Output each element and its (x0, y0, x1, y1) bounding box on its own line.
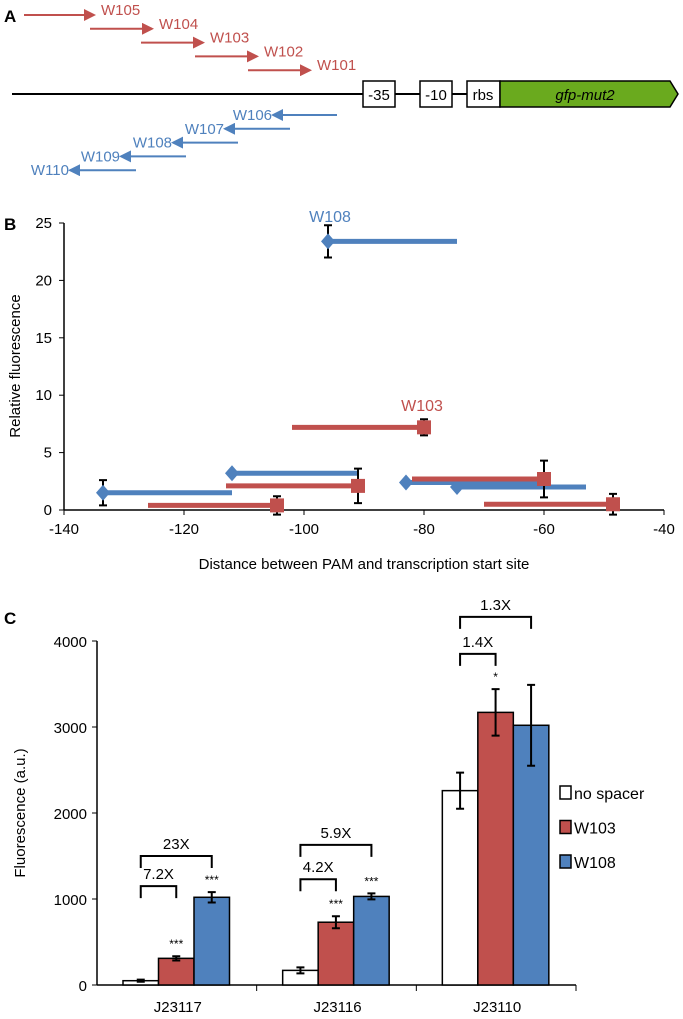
forward-guide-label: W104 (159, 16, 198, 33)
legend-swatch (559, 819, 572, 835)
annotation-w108: W108 (309, 209, 351, 226)
data-point-square (537, 472, 551, 487)
fold-change-label: 5.9X (320, 825, 351, 842)
box-minus35-label: -35 (368, 87, 390, 104)
data-point-diamond (225, 465, 239, 482)
fold-change-label: 1.3X (480, 597, 511, 614)
panel-c-chart: 0 1000 2000 3000 4000 Fluorescence (a.u.) J231… (12, 597, 645, 1016)
legend-label: no spacer (574, 786, 645, 803)
data-point-square (606, 497, 620, 512)
annotation-w103: W103 (401, 398, 443, 415)
category-label: J23110 (473, 999, 521, 1016)
bar (352, 895, 390, 986)
x-tick-label: -40 (653, 521, 675, 538)
y-tick-label: 15 (35, 330, 52, 347)
data-point-diamond (399, 474, 413, 491)
bar (477, 711, 515, 986)
fold-change-bracket (299, 878, 337, 892)
forward-guide-label: W103 (210, 30, 249, 47)
gene-arrow (499, 80, 679, 108)
category-label: J23116 (313, 999, 361, 1016)
significance-marker: *** (329, 897, 343, 911)
y-axis-title: Fluorescence (a.u.) (12, 748, 29, 877)
panel-b-chart: 0 5 10 15 20 25 -140 -120 -100 -80 -60 -40 Distance … (7, 209, 675, 573)
bar (512, 724, 550, 986)
bar (193, 896, 231, 986)
data-point-square (351, 478, 365, 493)
box-minus10 (419, 80, 453, 108)
legend-swatch (559, 785, 572, 800)
reverse-guide-label: W107 (185, 121, 224, 138)
reverse-guide-label: W109 (81, 148, 120, 165)
panel-c-label: C (4, 609, 16, 628)
y-tick-label: 0 (79, 978, 87, 995)
box-rbs (466, 80, 501, 108)
x-tick-label: -80 (413, 521, 435, 538)
reverse-guide-label: W106 (233, 107, 272, 124)
box-rbs-label: rbs (473, 87, 494, 104)
data-point-diamond (321, 233, 335, 250)
y-tick-label: 4000 (54, 634, 87, 651)
panel-a-label: A (4, 7, 16, 26)
y-tick-label: 20 (35, 272, 52, 289)
fold-change-bracket (459, 615, 533, 629)
panel-a-diagram: -35 -10 rbs gfp-mut2 W105 W104 W103 W102 W10… (12, 2, 679, 179)
error-bar (491, 688, 500, 737)
error-bar (172, 955, 181, 962)
bar (157, 957, 195, 986)
error-bar (367, 892, 376, 901)
y-tick-label: 5 (44, 445, 52, 462)
forward-guide-label: W101 (317, 57, 356, 74)
y-tick-label: 25 (35, 215, 52, 232)
forward-guide-label: W102 (264, 43, 303, 60)
x-tick-label: -100 (289, 521, 319, 538)
fold-change-bracket (139, 885, 178, 899)
error-bar (207, 891, 216, 904)
fold-change-label: 1.4X (462, 634, 493, 651)
box-minus35 (362, 80, 396, 108)
legend-label: W108 (574, 855, 616, 872)
gene-label: gfp-mut2 (555, 87, 615, 104)
significance-marker: * (493, 670, 498, 684)
x-tick-label: -60 (533, 521, 555, 538)
error-bar (331, 915, 340, 930)
fold-change-label: 7.2X (143, 866, 174, 883)
forward-guide-label: W105 (101, 2, 140, 19)
category-label: J23117 (154, 999, 202, 1016)
y-tick-label: 3000 (54, 720, 87, 737)
data-point-square (417, 420, 431, 435)
x-axis-title: Distance between PAM and transcription s… (199, 556, 530, 573)
box-minus10-label: -10 (425, 87, 447, 104)
data-point-diamond (96, 484, 110, 501)
y-tick-label: 1000 (54, 892, 87, 909)
fold-change-bracket (299, 843, 373, 857)
bar (317, 921, 355, 986)
error-bar (136, 978, 145, 983)
significance-marker: *** (364, 874, 378, 888)
reverse-guide-label: W108 (133, 135, 172, 152)
y-tick-label: 10 (35, 387, 52, 404)
fold-change-bracket (459, 652, 497, 666)
fold-change-label: 4.2X (303, 859, 334, 876)
legend-label: W103 (574, 821, 616, 838)
panel-b-label: B (4, 215, 16, 234)
x-tick-label: -120 (169, 521, 199, 538)
significance-marker: *** (205, 873, 219, 887)
bar (441, 789, 479, 986)
reverse-guide-label: W110 (31, 162, 69, 179)
significance-marker: *** (169, 937, 183, 951)
y-tick-label: 0 (44, 502, 52, 519)
x-tick-label: -140 (49, 521, 79, 538)
y-tick-label: 2000 (54, 806, 87, 823)
error-bar (456, 771, 465, 810)
legend-swatch (559, 854, 572, 869)
y-axis-title: Relative fluorescence (7, 294, 24, 437)
fold-change-bracket (139, 855, 213, 868)
data-point-square (270, 498, 284, 513)
error-bar (296, 966, 305, 975)
fold-change-label: 23X (163, 836, 190, 853)
error-bar (527, 683, 536, 767)
data-point-diamond (450, 479, 464, 496)
